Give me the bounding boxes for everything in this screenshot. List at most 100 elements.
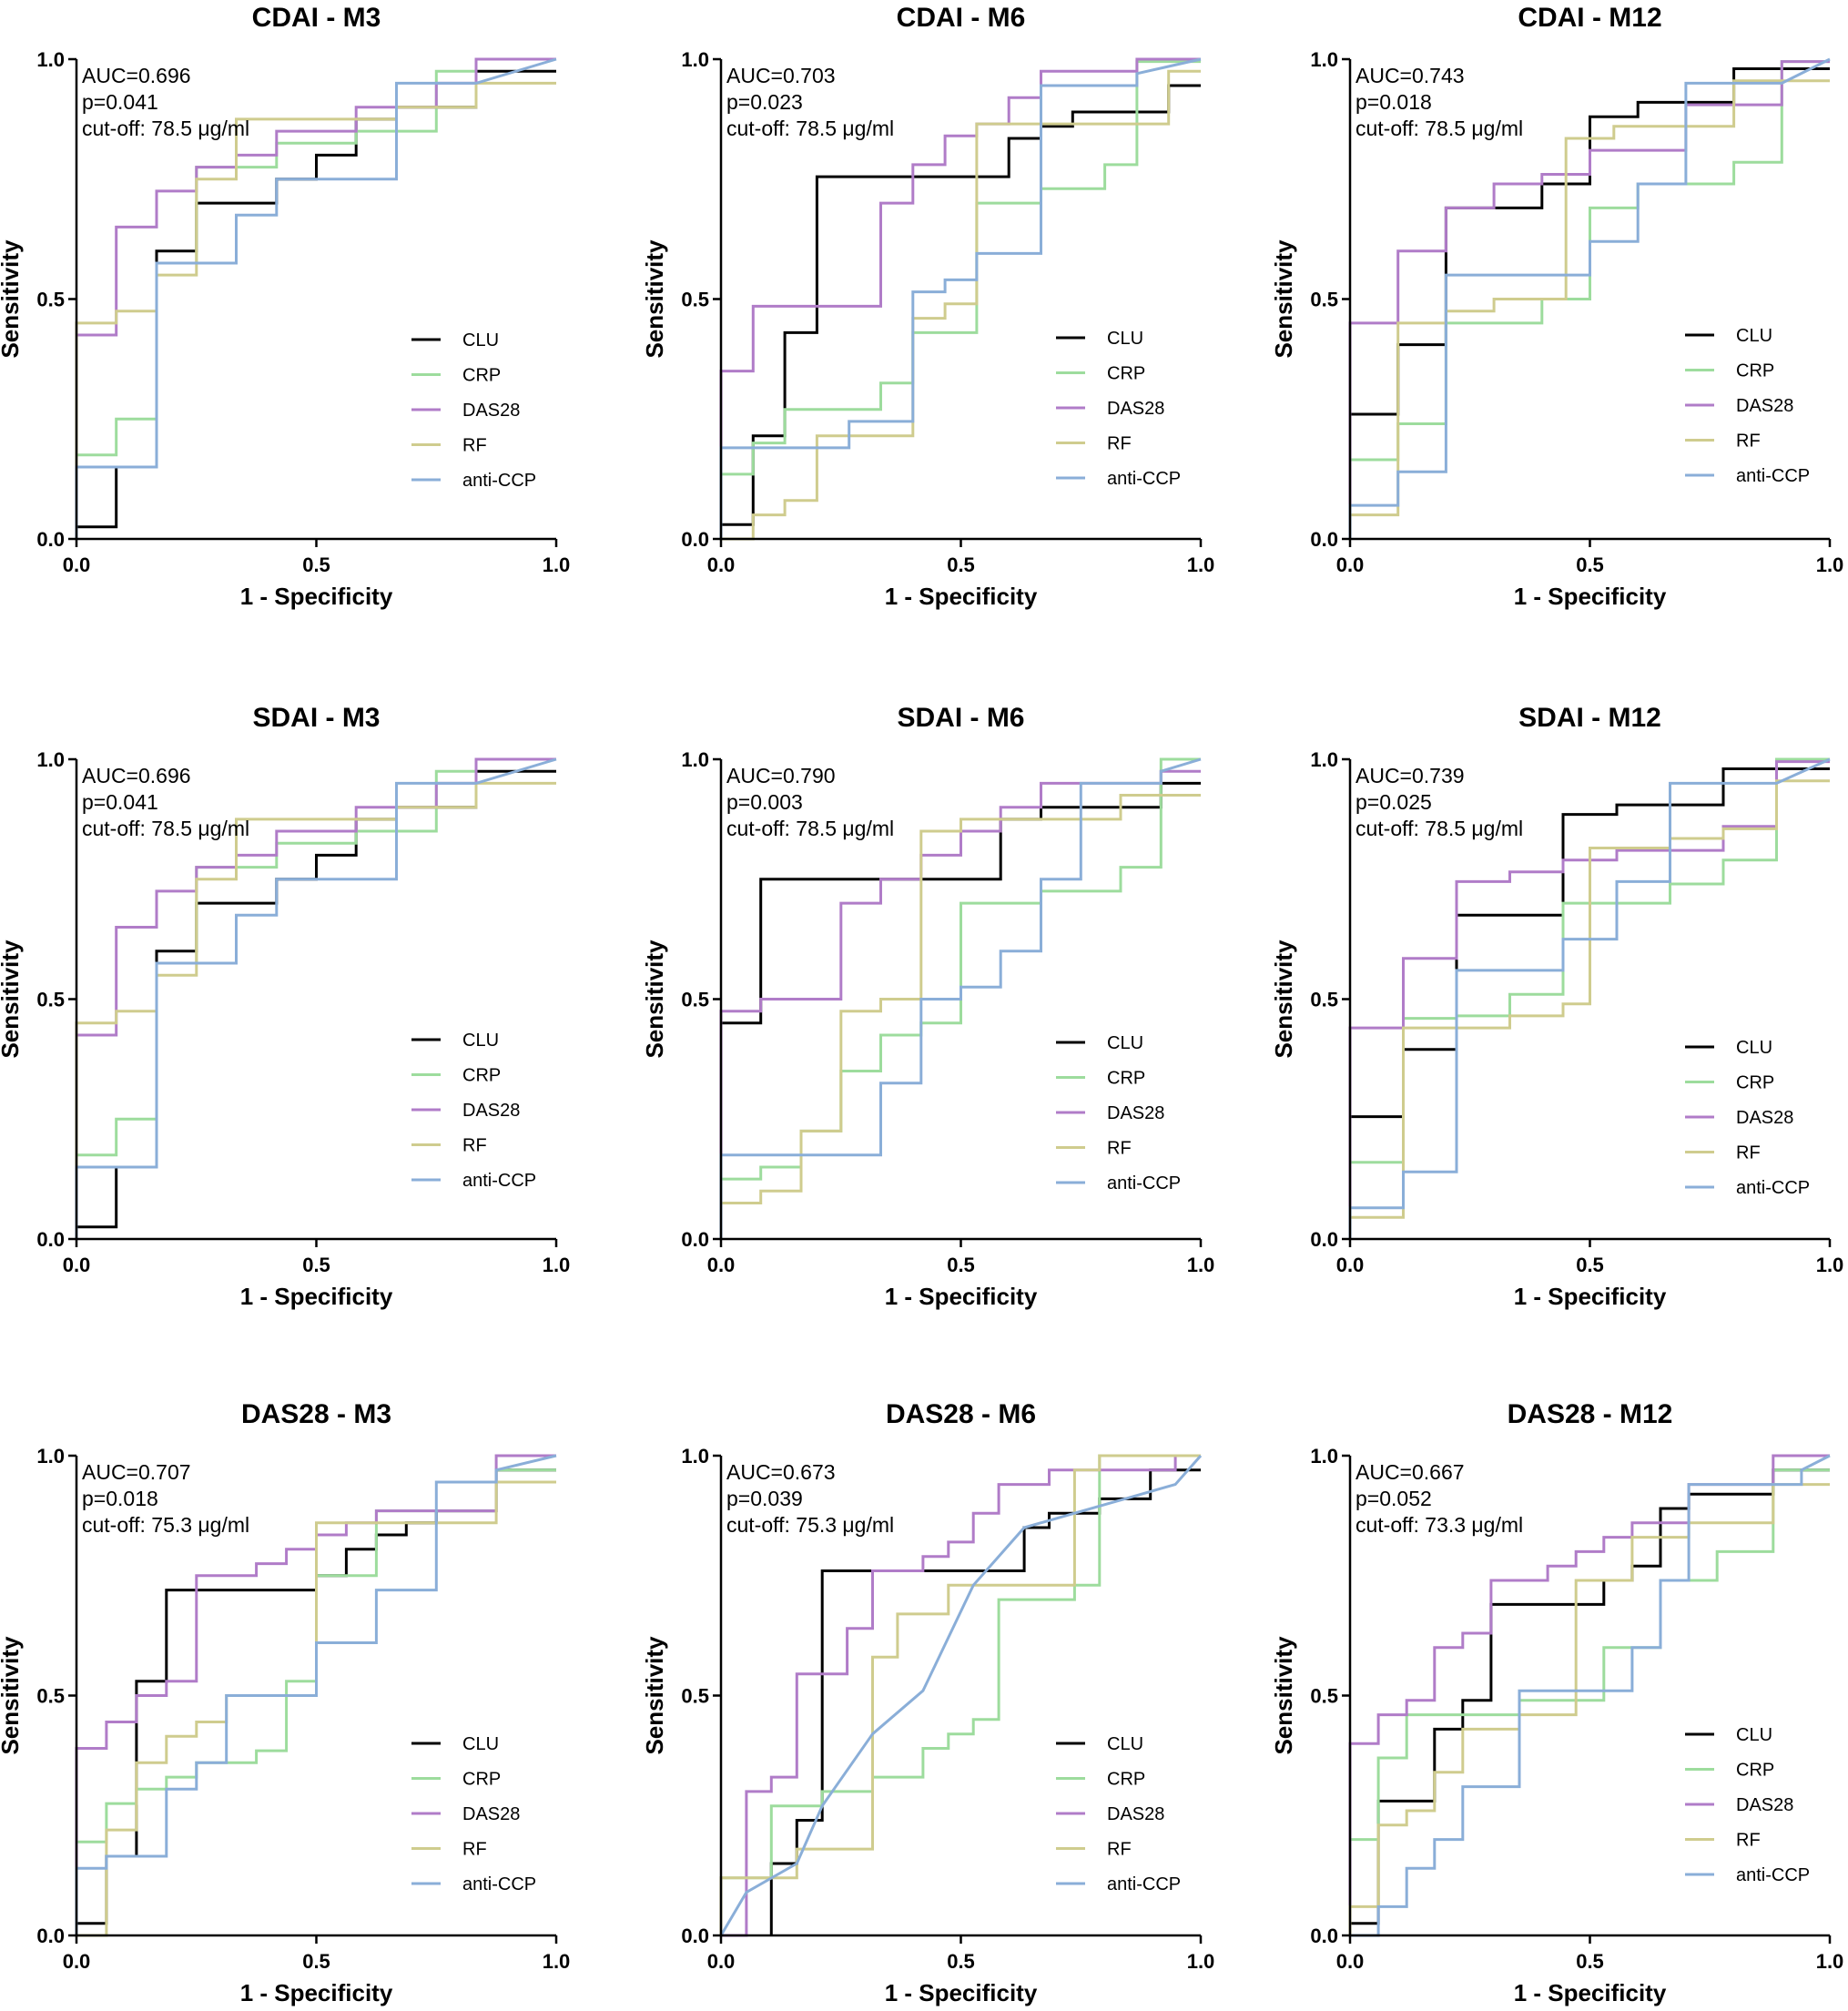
y-tick-label: 0.5 <box>1310 289 1338 311</box>
y-axis-label: Sensitivity <box>1270 239 1297 359</box>
roc-curve-clu <box>721 84 1201 526</box>
roc-curve-anti-ccp <box>719 757 1202 1239</box>
annotation-line-2: p=0.041 <box>82 790 158 814</box>
legend-label-anti-ccp: anti-CCP <box>1107 1874 1181 1894</box>
roc-panel-9: DAS28 - M12 0.0 0.5 1.0 0.0 0.5 1.0 1 - Specifi… <box>1270 1399 1843 2006</box>
y-tick-label: 1.0 <box>1310 48 1338 71</box>
x-tick-label: 1.0 <box>543 1950 571 1973</box>
annotation-line-3: cut-off: 75.3 μg/ml <box>726 1513 894 1537</box>
y-tick-label: 0.0 <box>36 1228 65 1251</box>
annotation-line-3: cut-off: 78.5 μg/ml <box>1356 117 1523 140</box>
annotation-line-2: p=0.052 <box>1356 1487 1432 1510</box>
y-tick-label: 0.5 <box>36 989 65 1011</box>
y-tick-label: 0.0 <box>681 1228 709 1251</box>
y-tick-label: 1.0 <box>36 748 65 771</box>
panel-title: CDAI - M3 <box>252 3 381 33</box>
legend-label-anti-ccp: anti-CCP <box>1736 1178 1810 1198</box>
annotation-line-1: AUC=0.790 <box>726 764 836 787</box>
panel-title: CDAI - M6 <box>897 3 1026 33</box>
x-axis-label: 1 - Specificity <box>1514 1283 1667 1310</box>
legend-label-clu: CLU <box>462 1734 499 1754</box>
annotation-line-1: AUC=0.673 <box>726 1460 836 1484</box>
y-tick-label: 0.0 <box>36 528 65 551</box>
legend-label-rf: RF <box>1107 1840 1132 1860</box>
roc-curve-anti-ccp <box>1348 57 1831 539</box>
legend-label-anti-ccp: anti-CCP <box>462 471 536 491</box>
panel-title: SDAI - M6 <box>897 703 1024 733</box>
roc-curve-crp <box>75 1468 556 1935</box>
x-axis-label: 1 - Specificity <box>240 1979 393 2006</box>
legend: CLU CRP DAS28 RF anti-CCP <box>411 1734 536 1894</box>
roc-curve-crp <box>75 757 556 1239</box>
legend-label-rf: RF <box>1736 1143 1761 1163</box>
roc-curve-crp <box>719 1454 1201 1935</box>
legend-label-das28: DAS28 <box>462 1804 520 1824</box>
annotation-line-2: p=0.018 <box>1356 90 1432 114</box>
roc-curve-rf <box>1348 79 1830 539</box>
y-tick-label: 1.0 <box>681 748 709 771</box>
x-tick-label: 0.5 <box>1576 1254 1604 1276</box>
legend: CLU CRP DAS28 RF anti-CCP <box>411 330 536 491</box>
roc-curve-rf <box>75 781 556 1239</box>
legend: CLU CRP DAS28 RF anti-CCP <box>1056 1734 1181 1894</box>
panel-title: DAS28 - M3 <box>241 1399 391 1429</box>
annotation-line-3: cut-off: 78.5 μg/ml <box>82 817 249 840</box>
y-tick-label: 0.0 <box>681 1925 709 1947</box>
y-tick-label: 0.0 <box>1310 1925 1338 1947</box>
x-axis-label: 1 - Specificity <box>240 583 393 610</box>
annotation-line-3: cut-off: 73.3 μg/ml <box>1356 1513 1523 1537</box>
y-tick-label: 0.0 <box>681 528 709 551</box>
panel-title: SDAI - M12 <box>1518 703 1661 733</box>
legend-label-clu: CLU <box>462 330 499 350</box>
annotation-line-2: p=0.025 <box>1356 790 1432 814</box>
legend-label-rf: RF <box>1736 432 1761 452</box>
x-axis-label: 1 - Specificity <box>885 1979 1038 2006</box>
x-tick-label: 1.0 <box>1187 554 1215 576</box>
roc-panel-5: SDAI - M6 0.0 0.5 1.0 0.0 0.5 1.0 1 - Specifici… <box>641 703 1214 1310</box>
legend-label-crp: CRP <box>462 1770 501 1790</box>
y-axis-label: Sensitivity <box>641 939 668 1059</box>
annotation-line-3: cut-off: 78.5 μg/ml <box>1356 817 1523 840</box>
roc-curve-crp <box>1348 1468 1830 1935</box>
y-tick-label: 0.5 <box>681 989 709 1011</box>
legend-label-das28: DAS28 <box>462 1101 520 1121</box>
y-axis-label: Sensitivity <box>641 239 668 359</box>
legend-label-anti-ccp: anti-CCP <box>462 1171 536 1191</box>
legend-label-anti-ccp: anti-CCP <box>1736 466 1810 486</box>
panel-title: DAS28 - M12 <box>1508 1399 1673 1429</box>
x-tick-label: 1.0 <box>1816 554 1844 576</box>
y-tick-label: 1.0 <box>36 1445 65 1468</box>
y-tick-label: 1.0 <box>681 1445 709 1468</box>
legend-label-crp: CRP <box>1736 361 1774 381</box>
legend-label-clu: CLU <box>1107 329 1143 349</box>
legend-label-rf: RF <box>1107 1139 1132 1159</box>
panel-title: SDAI - M3 <box>252 703 380 733</box>
x-tick-label: 1.0 <box>543 1254 571 1276</box>
legend-label-anti-ccp: anti-CCP <box>462 1874 536 1894</box>
legend-label-rf: RF <box>1736 1831 1761 1851</box>
legend-label-das28: DAS28 <box>1736 1795 1793 1815</box>
legend: CLU CRP DAS28 RF anti-CCP <box>1056 1033 1181 1193</box>
annotation-line-3: cut-off: 75.3 μg/ml <box>82 1513 249 1537</box>
legend-label-anti-ccp: anti-CCP <box>1736 1865 1810 1885</box>
roc-curve-anti-ccp <box>719 1455 1203 1936</box>
annotation-line-2: p=0.023 <box>726 90 803 114</box>
legend-label-clu: CLU <box>462 1031 499 1051</box>
roc-curve-das28 <box>1348 60 1830 539</box>
roc-panel-6: SDAI - M12 0.0 0.5 1.0 0.0 0.5 1.0 1 - Specific… <box>1270 703 1843 1310</box>
annotation-line-1: AUC=0.667 <box>1356 1460 1465 1484</box>
y-axis-label: Sensitivity <box>0 939 24 1059</box>
x-tick-label: 0.5 <box>947 1950 975 1973</box>
x-tick-label: 0.0 <box>707 554 736 576</box>
x-tick-label: 1.0 <box>1187 1254 1215 1276</box>
legend-label-crp: CRP <box>1107 1069 1145 1089</box>
x-tick-label: 1.0 <box>1816 1254 1844 1276</box>
y-tick-label: 0.0 <box>1310 528 1338 551</box>
legend-label-crp: CRP <box>1736 1073 1774 1093</box>
x-tick-label: 0.5 <box>1576 554 1604 576</box>
y-tick-label: 1.0 <box>1310 748 1338 771</box>
roc-curve-anti-ccp <box>719 57 1202 539</box>
roc-curve-anti-ccp <box>75 57 557 539</box>
x-axis-label: 1 - Specificity <box>240 1283 393 1310</box>
legend-label-das28: DAS28 <box>1107 399 1164 419</box>
